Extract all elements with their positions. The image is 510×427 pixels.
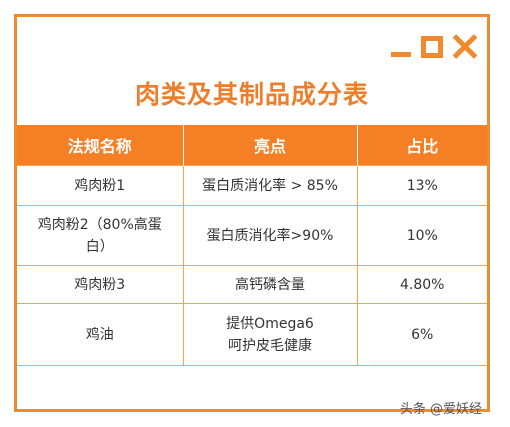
table-header-row: 法规名称 亮点 占比 <box>17 125 487 166</box>
table-row: 鸡肉粉2（80%高蛋白） 蛋白质消化率>90% 10% <box>17 205 487 266</box>
window-frame: 肉类及其制品成分表 法规名称 亮点 占比 鸡肉粉1 蛋白质消化率 > 85% 1… <box>14 14 490 412</box>
cell-highlight: 蛋白质消化率>90% <box>182 205 358 266</box>
maximize-icon[interactable] <box>421 36 443 58</box>
cell-ratio: 4.80% <box>356 265 487 304</box>
cell-highlight: 高钙磷含量 <box>182 265 358 304</box>
close-icon[interactable] <box>453 35 477 59</box>
minimize-icon[interactable] <box>391 35 411 59</box>
table-title: 肉类及其制品成分表 <box>134 80 369 109</box>
footer-watermark: 头条 @爱妖经 <box>399 402 482 417</box>
column-header-name: 法规名称 <box>17 125 183 166</box>
cell-name: 鸡肉粉1 <box>17 165 184 206</box>
cell-highlight-line: 提供Omega6 <box>226 315 314 332</box>
cell-ratio: 13% <box>356 165 487 206</box>
cell-highlight: 蛋白质消化率 > 85% <box>182 165 358 206</box>
column-header-ratio: 占比 <box>356 125 487 166</box>
cell-highlight-line: 呵护皮毛健康 <box>228 337 312 354</box>
cell-name: 鸡肉粉3 <box>17 265 184 304</box>
composition-table: 法规名称 亮点 占比 鸡肉粉1 蛋白质消化率 > 85% 13% 鸡肉粉2（80… <box>17 125 487 366</box>
cell-name: 鸡油 <box>17 303 184 366</box>
cell-highlight: 提供Omega6 呵护皮毛健康 <box>182 303 358 366</box>
cell-name: 鸡肉粉2（80%高蛋白） <box>17 205 184 266</box>
table-row: 鸡油 提供Omega6 呵护皮毛健康 6% <box>17 303 487 366</box>
cell-ratio: 10% <box>356 205 487 266</box>
window-controls <box>391 35 477 59</box>
cell-ratio: 6% <box>356 303 487 366</box>
table-row: 鸡肉粉3 高钙磷含量 4.80% <box>17 265 487 304</box>
table-row: 鸡肉粉1 蛋白质消化率 > 85% 13% <box>17 165 487 206</box>
column-header-highlight: 亮点 <box>182 125 357 166</box>
